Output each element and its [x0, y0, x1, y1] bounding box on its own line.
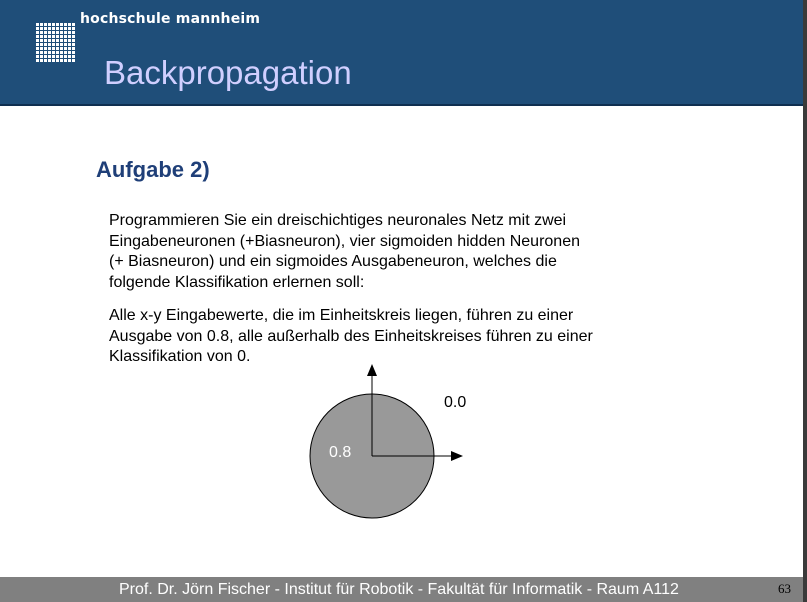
hochschule-grid-logo-icon — [36, 23, 75, 62]
page-number: 63 — [778, 581, 791, 596]
text-line: Programmieren Sie ein dreischichtiges ne… — [109, 212, 567, 229]
footer-author: Prof. Dr. Jörn Fischer - Institut für Ro… — [119, 581, 679, 598]
window-edge — [803, 0, 807, 602]
text-line: Eingabeneuronen (+Biasneuron), vier sigm… — [109, 232, 580, 250]
task-heading: Aufgabe 2) — [96, 157, 210, 182]
unit-circle-diagram — [309, 364, 463, 519]
slide-title: Backpropagation — [104, 54, 352, 91]
brand-name: hochschule mannheim — [80, 11, 261, 27]
text-line: Ausgabe von 0.8, alle außerhalb des Einh… — [109, 327, 593, 345]
text-line: Klassifikation von 0. — [109, 348, 251, 365]
text-line: (+ Biasneuron) und ein sigmoides Ausgabe… — [109, 253, 557, 270]
classification-description: Alle x-y Eingabewerte, die im Einheitskr… — [109, 306, 689, 368]
text-line: folgende Klassifikation erlernen soll: — [109, 273, 365, 291]
task-description: Programmieren Sie ein dreischichtiges ne… — [109, 211, 689, 293]
slide-footer: Prof. Dr. Jörn Fischer - Institut für Ro… — [0, 577, 803, 602]
outside-value-label: 0.0 — [444, 394, 467, 411]
inside-value-label: 0.8 — [329, 444, 352, 461]
y-axis-arrowhead — [367, 364, 377, 376]
x-axis-arrowhead — [451, 451, 463, 461]
slide-header: hochschule mannheim Backpropagation — [0, 0, 803, 106]
text-line: Alle x-y Eingabewerte, die im Einheitskr… — [109, 307, 574, 324]
